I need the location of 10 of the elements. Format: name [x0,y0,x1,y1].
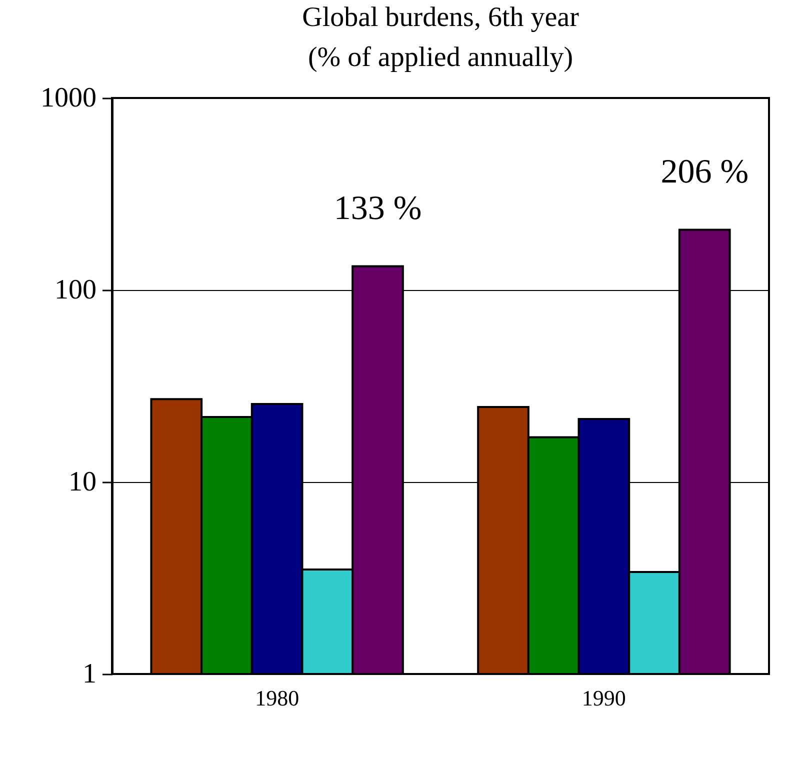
data-label: 206 % [660,154,749,191]
y-tick-label: 100 [54,274,96,306]
y-tick-label: 10 [68,466,96,498]
y-tick-label: 1 [82,658,96,690]
text: (% of applied annually) [308,42,574,73]
data-label: 133 % [334,190,422,228]
x-tick-label: 1980 [255,686,300,710]
y-tick-label: 1000 [40,82,96,114]
x-tick-label: 1990 [582,686,626,710]
text: Global burdens, 6th year [302,2,579,33]
